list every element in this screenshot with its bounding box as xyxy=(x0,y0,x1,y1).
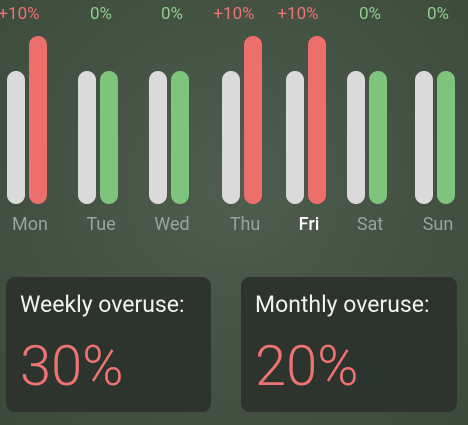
limit-bar xyxy=(7,71,25,204)
day-column-fri[interactable]: +10% Fri xyxy=(277,0,339,250)
day-overuse-percent: 0% xyxy=(160,4,183,24)
usage-bar xyxy=(244,36,262,204)
day-column-wed[interactable]: 0% Wed xyxy=(142,0,202,250)
monthly-overuse-value: 20% xyxy=(255,333,359,399)
day-label: Fri xyxy=(298,214,320,235)
day-overuse-percent: 0% xyxy=(358,4,381,24)
limit-bar xyxy=(149,71,167,204)
day-label: Thu xyxy=(229,214,261,235)
day-label: Sun xyxy=(422,214,454,235)
day-column-tue[interactable]: 0% Tue xyxy=(71,0,131,250)
limit-bar xyxy=(222,71,240,204)
limit-bar xyxy=(286,71,304,204)
monthly-overuse-title: Monthly overuse: xyxy=(255,291,430,318)
weekly-overuse-value: 30% xyxy=(20,333,124,399)
usage-bar xyxy=(308,36,326,204)
weekly-overuse-title: Weekly overuse: xyxy=(20,291,185,318)
day-label: Wed xyxy=(154,214,190,235)
day-overuse-percent: +10% xyxy=(0,4,40,24)
weekly-usage-chart: +10% Mon 0% Tue 0% Wed +10% Thu +10% Fri… xyxy=(0,0,468,250)
day-overuse-percent: +10% xyxy=(277,4,319,24)
day-overuse-percent: 0% xyxy=(89,4,112,24)
day-label: Mon xyxy=(12,214,48,235)
limit-bar xyxy=(347,71,365,204)
limit-bar xyxy=(415,71,433,204)
day-column-thu[interactable]: +10% Thu xyxy=(213,0,275,250)
usage-bar xyxy=(369,71,387,204)
day-label: Tue xyxy=(86,214,116,235)
weekly-overuse-card: Weekly overuse: 30% xyxy=(6,277,211,412)
day-column-mon[interactable]: +10% Mon xyxy=(0,0,60,250)
day-column-sun[interactable]: 0% Sun xyxy=(408,0,468,250)
usage-bar xyxy=(100,71,118,204)
limit-bar xyxy=(78,71,96,204)
usage-bar xyxy=(171,71,189,204)
day-overuse-percent: 0% xyxy=(426,4,449,24)
day-column-sat[interactable]: 0% Sat xyxy=(340,0,400,250)
monthly-overuse-card: Monthly overuse: 20% xyxy=(241,277,457,412)
usage-bar xyxy=(29,36,47,204)
usage-bar xyxy=(437,71,455,204)
day-label: Sat xyxy=(356,214,384,235)
day-overuse-percent: +10% xyxy=(213,4,255,24)
